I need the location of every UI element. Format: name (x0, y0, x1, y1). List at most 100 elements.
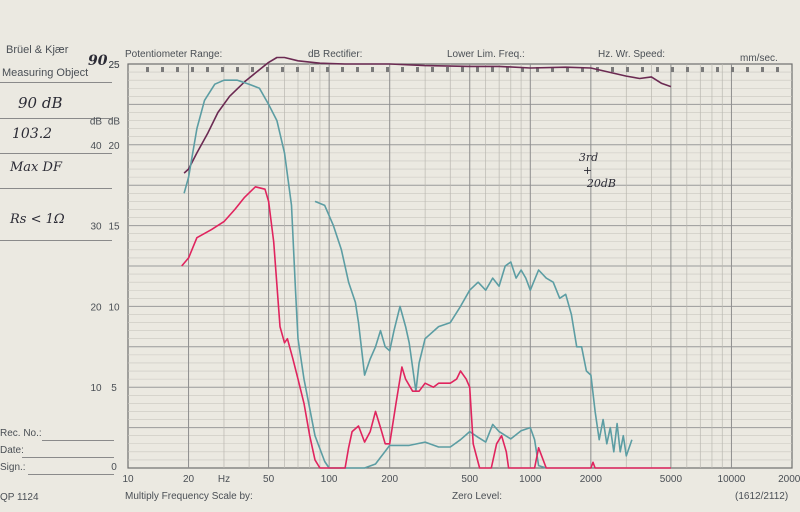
top-scale-tick (416, 67, 419, 72)
brand-label: Brüel & Kjær (6, 44, 69, 56)
top-scale-tick (281, 67, 284, 72)
series-line (181, 186, 671, 469)
y-tick-label-inner: 20 (108, 141, 120, 152)
note-value: 103.2 (12, 126, 53, 142)
top-scale-tick (161, 67, 164, 72)
sign-label: Sign.: (0, 462, 26, 473)
top-scale-tick (236, 67, 239, 72)
top-scale-tick (296, 67, 299, 72)
x-tick-label: 500 (461, 474, 478, 485)
multiply-frequency-label: Multiply Frequency Scale by: (125, 491, 253, 502)
rec-no-line (42, 440, 114, 441)
handwritten-annotation: 20dB (586, 177, 616, 190)
x-tick-label: 20000 (778, 474, 800, 485)
x-tick-label: 100 (321, 474, 338, 485)
note-level: 90 dB (18, 94, 63, 112)
divider (0, 188, 112, 189)
speed-unit-label: mm/sec. (740, 53, 778, 64)
lower-lim-freq-label: Lower Lim. Freq.: (447, 49, 525, 60)
note-mode: Max DF (10, 160, 62, 175)
top-scale-tick (401, 67, 404, 72)
top-scale-tick (611, 67, 614, 72)
divider (0, 240, 112, 241)
y-tick-label-outer: 20 (90, 302, 102, 313)
handwritten-top-scale: 90 (88, 53, 108, 69)
top-scale-tick (461, 67, 464, 72)
x-tick-label: 1000 (519, 474, 542, 485)
top-scale-tick (191, 67, 194, 72)
y-tick-label-outer: 30 (90, 222, 102, 233)
top-scale-tick (776, 67, 779, 72)
y-tick-label-outer: 40 (90, 141, 102, 152)
y-tick-label-zero: 0 (111, 462, 117, 473)
top-scale-tick (701, 67, 704, 72)
top-scale-tick (341, 67, 344, 72)
top-scale-tick (686, 67, 689, 72)
x-tick-label: 10000 (718, 474, 746, 485)
top-scale-tick (506, 67, 509, 72)
y-tick-label-inner: 15 (108, 222, 120, 233)
top-scale-tick (206, 67, 209, 72)
top-scale-tick (536, 67, 539, 72)
top-scale-tick (251, 67, 254, 72)
paper-code-label: (1612/2112) (735, 491, 789, 502)
potentiometer-range-label: Potentiometer Range: (125, 49, 223, 60)
x-tick-label: Hz (218, 474, 230, 485)
x-tick-label: 50 (263, 474, 275, 485)
handwritten-annotation: + (583, 164, 592, 177)
top-scale-tick (371, 67, 374, 72)
x-tick-label: 20 (183, 474, 195, 485)
x-tick-label: 200 (381, 474, 398, 485)
y-tick-label-outer: 10 (90, 383, 102, 394)
top-scale-tick (221, 67, 224, 72)
x-tick-label: 5000 (660, 474, 683, 485)
db-rectifier-label: dB Rectifier: (308, 49, 363, 60)
y-tick-label-inner: 25 (108, 60, 120, 71)
top-scale-tick (671, 67, 674, 72)
top-scale-tick (446, 67, 449, 72)
x-tick-label: 2000 (580, 474, 603, 485)
top-scale-tick (746, 67, 749, 72)
divider (0, 153, 112, 154)
top-scale-tick (386, 67, 389, 72)
top-scale-tick (656, 67, 659, 72)
divider (0, 118, 112, 119)
note-source-resistance: Rs < 1Ω (10, 212, 65, 227)
top-scale-tick (431, 67, 434, 72)
form-number: QP 1124 (0, 492, 39, 503)
top-scale-tick (176, 67, 179, 72)
top-scale-tick (476, 67, 479, 72)
top-scale-tick (356, 67, 359, 72)
top-scale-tick (731, 67, 734, 72)
zero-level-label: Zero Level: (452, 491, 503, 502)
top-scale-tick (761, 67, 764, 72)
top-scale-tick (311, 67, 314, 72)
divider (0, 82, 112, 83)
top-scale-tick (491, 67, 494, 72)
y-unit-label-outer: dB (90, 117, 103, 128)
top-scale-tick (641, 67, 644, 72)
y-unit-label-inner: dB (108, 117, 121, 128)
x-tick-label: 10 (122, 474, 134, 485)
series-line (314, 200, 633, 457)
handwritten-annotation: 3rd (579, 151, 598, 164)
series-line (183, 56, 672, 174)
top-scale-tick (326, 67, 329, 72)
sign-line (28, 474, 114, 475)
top-scale-tick (551, 67, 554, 72)
measuring-object-label: Measuring Object (2, 67, 89, 79)
y-tick-label-inner: 5 (111, 383, 117, 394)
rec-no-label: Rec. No.: (0, 428, 42, 439)
top-scale-tick (566, 67, 569, 72)
date-line (22, 457, 114, 458)
hz-wr-speed-label: Hz. Wr. Speed: (598, 49, 666, 60)
top-scale-tick (266, 67, 269, 72)
top-scale-tick (146, 67, 149, 72)
top-scale-tick (716, 67, 719, 72)
y-tick-label-top: 25 (108, 60, 120, 71)
top-scale-tick (626, 67, 629, 72)
top-scale-tick (521, 67, 524, 72)
top-scale-tick (581, 67, 584, 72)
